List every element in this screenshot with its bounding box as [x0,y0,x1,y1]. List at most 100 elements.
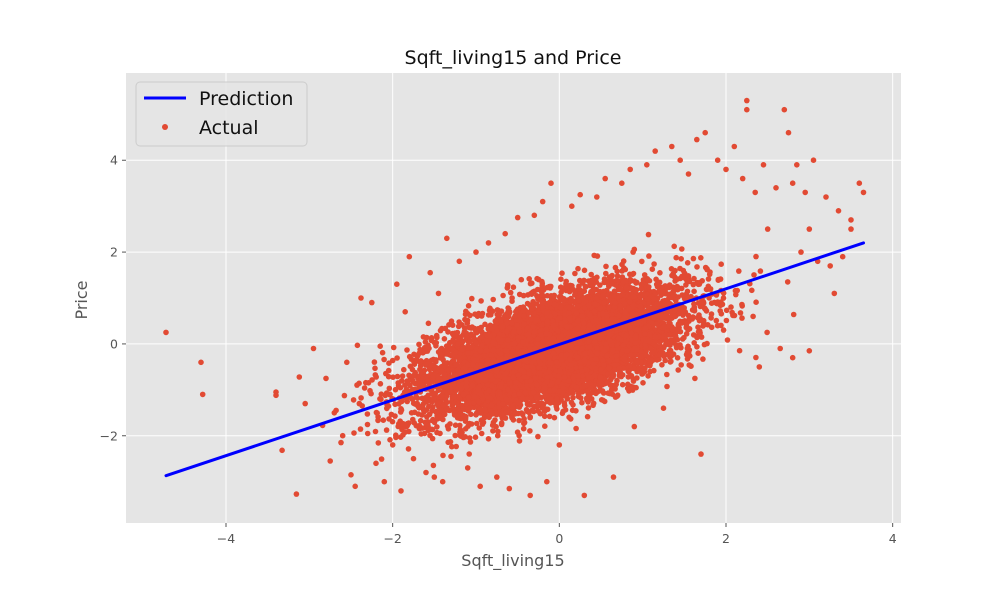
scatter-point [394,373,401,380]
scatter-point [489,422,496,429]
scatter-point [736,268,742,274]
scatter-point [413,393,419,400]
scatter-point [790,311,797,318]
scatter-point [364,411,371,417]
scatter-point [620,258,627,264]
scatter-point [531,403,537,410]
scatter-point [341,392,348,399]
scatter-point [498,420,505,426]
scatter-point [425,320,432,327]
scatter-point [749,287,755,294]
scatter-point [753,354,759,361]
scatter-point [476,425,483,431]
scatter-point [399,373,406,379]
chart-title: Sqft_living15 and Price [405,47,622,69]
scatter-point [383,427,390,433]
scatter-point [713,317,720,324]
x-tick-label: 2 [722,531,730,546]
scatter-point [757,268,764,274]
scatter-point [554,406,560,412]
scatter-point [706,295,712,301]
scatter-point [440,452,446,459]
x-tick-label: 0 [555,531,563,546]
scatter-point [544,406,551,413]
scatter-point [561,400,568,406]
scatter-point [279,447,285,454]
scatter-point [490,428,496,434]
scatter-point [572,270,578,277]
scatter-point [371,359,378,365]
x-tick-label: 4 [889,531,897,546]
scatter-point [472,434,479,441]
scatter-point [357,426,364,432]
scatter-point [662,357,668,364]
scatter-point [398,407,405,413]
scatter-point [485,436,492,442]
scatter-point [505,282,511,288]
scatter-point [544,292,551,299]
scatter-point [691,288,697,295]
scatter-point [465,303,472,309]
scatter-point [526,276,532,282]
scatter-point [542,423,548,430]
scatter-point [397,384,404,391]
scatter-point [659,362,665,368]
scatter-point [405,446,412,452]
scatter-point [372,428,379,435]
scatter-point [401,366,407,373]
plot-clip [163,97,867,499]
scatter-point [690,281,697,288]
scatter-point [354,342,361,349]
scatter-point [718,311,725,317]
scatter-point [452,432,459,439]
scatter-point [546,283,553,290]
scatter-point [452,422,459,429]
x-tick-label: −4 [217,531,235,546]
scatter-point [568,399,575,406]
scatter-point [698,334,705,340]
scatter-point [351,430,357,436]
scatter-point [558,276,564,282]
scatter-point [424,414,430,420]
y-tick-label: 0 [110,336,118,351]
scatter-point [390,344,397,351]
scatter-point [739,315,745,321]
scatter-point [516,438,523,444]
scatter-point [361,385,368,391]
y-tick-label: 2 [110,245,118,260]
scatter-point [509,298,515,304]
scatter-point [434,424,440,430]
scatter-point [378,456,385,462]
scatter-point [433,332,440,339]
scatter-point [673,254,679,261]
scatter-point [412,401,419,407]
y-tick-label: −2 [100,428,118,443]
scatter-point [559,270,565,276]
scatter-point [698,255,704,261]
scatter-point [381,356,387,363]
scatter-point [372,365,378,372]
scatter-point [527,414,533,420]
scatter-point [753,253,759,260]
scatter-point [494,432,501,439]
scatter-point [704,340,710,347]
scatter-point [691,275,697,282]
scatter-point [646,253,652,259]
scatter-point [612,264,619,271]
scatter-point [482,321,488,328]
scatter-point [720,327,727,333]
scatter-point [417,417,424,424]
scatter-point [678,256,684,262]
scatter-point [570,394,576,401]
scatter-point [386,385,393,392]
scatter-point [639,258,645,265]
scatter-point [640,380,646,386]
scatter-point [603,263,609,270]
y-tick-label: 4 [110,153,118,168]
scatter-point [664,371,670,378]
scatter-point [434,429,440,436]
scatter-point [500,292,506,299]
scatter-point [551,414,558,421]
scatter-point [462,311,469,318]
scatter-point [585,405,592,411]
